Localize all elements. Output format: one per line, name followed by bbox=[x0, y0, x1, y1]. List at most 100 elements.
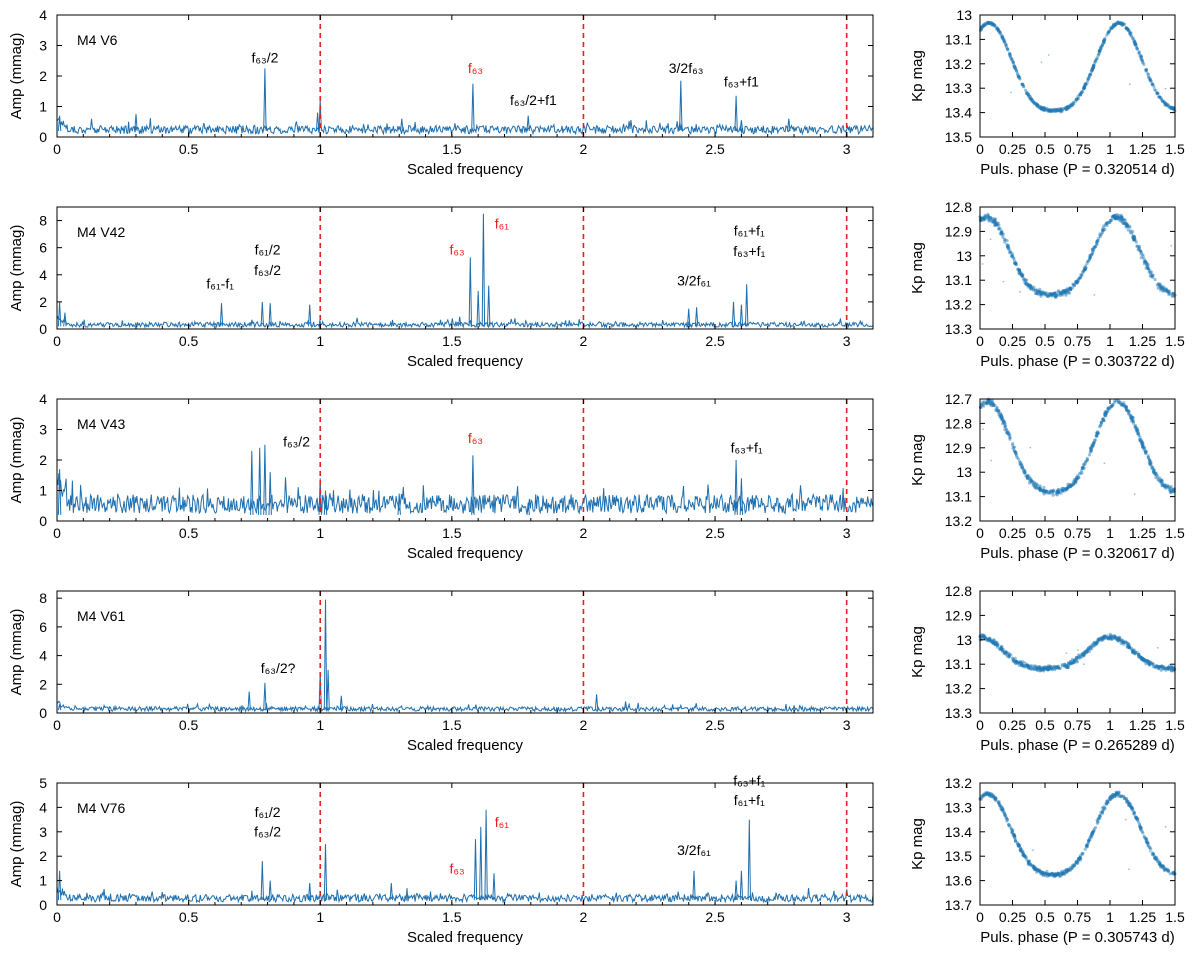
data-point bbox=[1008, 251, 1012, 255]
data-point bbox=[1124, 26, 1128, 30]
data-point bbox=[1164, 101, 1168, 105]
data-point bbox=[1132, 39, 1136, 43]
data-point bbox=[1079, 91, 1083, 95]
data-point bbox=[1105, 223, 1109, 227]
peak bbox=[481, 213, 486, 327]
y-tick-label: 13.1 bbox=[945, 656, 972, 672]
data-point bbox=[1052, 108, 1057, 112]
data-point bbox=[1150, 83, 1154, 87]
data-point bbox=[1115, 22, 1119, 26]
data-point bbox=[991, 23, 995, 27]
data-point bbox=[991, 640, 995, 644]
data-point bbox=[1068, 104, 1072, 108]
data-point bbox=[1150, 853, 1155, 857]
data-point bbox=[997, 409, 1001, 413]
data-point bbox=[991, 23, 996, 27]
x-tick-label: 0.5 bbox=[179, 525, 199, 541]
data-point bbox=[1170, 105, 1174, 109]
data-point bbox=[1126, 645, 1130, 649]
data-point bbox=[993, 220, 997, 224]
peak-annotation: f₆₁+f₁ bbox=[734, 222, 765, 238]
data-point bbox=[1052, 107, 1056, 111]
data-point bbox=[1169, 106, 1173, 110]
data-point bbox=[1108, 220, 1112, 224]
y-tick-label: 0 bbox=[39, 129, 47, 145]
data-point bbox=[1061, 291, 1065, 295]
data-point bbox=[1023, 278, 1027, 282]
data-point bbox=[1076, 861, 1080, 865]
data-point bbox=[1007, 52, 1012, 56]
data-point bbox=[1074, 479, 1078, 484]
data-point bbox=[1005, 47, 1010, 51]
x-tick-label: 1 bbox=[316, 141, 324, 157]
peak bbox=[268, 472, 272, 515]
outlier-point bbox=[1164, 87, 1167, 90]
peak bbox=[397, 493, 401, 515]
data-point bbox=[1144, 68, 1149, 72]
data-point bbox=[1006, 47, 1010, 51]
data-point bbox=[1036, 484, 1040, 488]
data-point bbox=[1065, 291, 1069, 295]
data-point bbox=[1108, 632, 1112, 636]
x-tick-label: 3 bbox=[843, 525, 851, 541]
data-point bbox=[1122, 217, 1126, 222]
data-point bbox=[1042, 106, 1046, 110]
data-point bbox=[1075, 280, 1079, 284]
x-tick-label: 0 bbox=[976, 333, 984, 349]
x-tick-label: 1.5 bbox=[1165, 909, 1185, 925]
data-point bbox=[1102, 38, 1106, 43]
data-point bbox=[1001, 807, 1005, 812]
data-point bbox=[996, 27, 1000, 31]
data-point bbox=[1132, 235, 1137, 239]
data-point bbox=[1080, 466, 1084, 470]
data-point bbox=[982, 792, 987, 796]
peak bbox=[739, 304, 744, 327]
data-point bbox=[1135, 46, 1139, 51]
data-point bbox=[1120, 23, 1124, 27]
data-point bbox=[1149, 80, 1153, 84]
data-point bbox=[1031, 98, 1035, 102]
light-curve-points bbox=[978, 397, 1176, 497]
data-point bbox=[1105, 221, 1109, 225]
data-point bbox=[1031, 288, 1035, 292]
data-point bbox=[1075, 97, 1079, 101]
data-point bbox=[1021, 83, 1025, 87]
y-tick-label: 4 bbox=[39, 648, 47, 664]
data-point bbox=[991, 23, 995, 27]
outlier-point bbox=[1093, 294, 1096, 296]
data-point bbox=[1166, 289, 1171, 293]
data-point bbox=[1040, 290, 1044, 294]
data-point bbox=[997, 29, 1002, 33]
data-point bbox=[1095, 434, 1099, 438]
data-point bbox=[1144, 68, 1148, 72]
data-point bbox=[994, 796, 998, 800]
data-point bbox=[1081, 87, 1086, 91]
data-point bbox=[1065, 105, 1069, 109]
outlier-point bbox=[1040, 61, 1043, 64]
y-tick-label: 2 bbox=[39, 68, 47, 84]
data-point bbox=[1074, 97, 1079, 101]
data-point bbox=[1028, 94, 1032, 98]
outlier-point bbox=[1068, 667, 1070, 670]
outlier-point bbox=[1124, 818, 1127, 821]
data-point bbox=[1012, 256, 1016, 261]
peak bbox=[247, 691, 251, 711]
data-point bbox=[1092, 63, 1096, 68]
data-point bbox=[1069, 102, 1073, 106]
y-tick-label: 1 bbox=[39, 483, 47, 499]
data-point bbox=[1078, 92, 1083, 96]
data-point bbox=[1095, 239, 1099, 243]
data-point bbox=[1124, 223, 1128, 227]
data-point bbox=[1004, 42, 1008, 46]
data-point bbox=[1041, 872, 1045, 877]
data-point bbox=[1014, 262, 1018, 266]
data-point bbox=[1142, 262, 1146, 266]
data-point bbox=[1145, 264, 1149, 268]
peak bbox=[260, 301, 264, 327]
y-tick-label: 13.2 bbox=[945, 297, 972, 313]
data-point bbox=[1107, 29, 1111, 33]
data-point bbox=[1021, 274, 1025, 278]
peak bbox=[679, 80, 683, 131]
data-point bbox=[1069, 104, 1073, 108]
data-point bbox=[1114, 22, 1118, 26]
